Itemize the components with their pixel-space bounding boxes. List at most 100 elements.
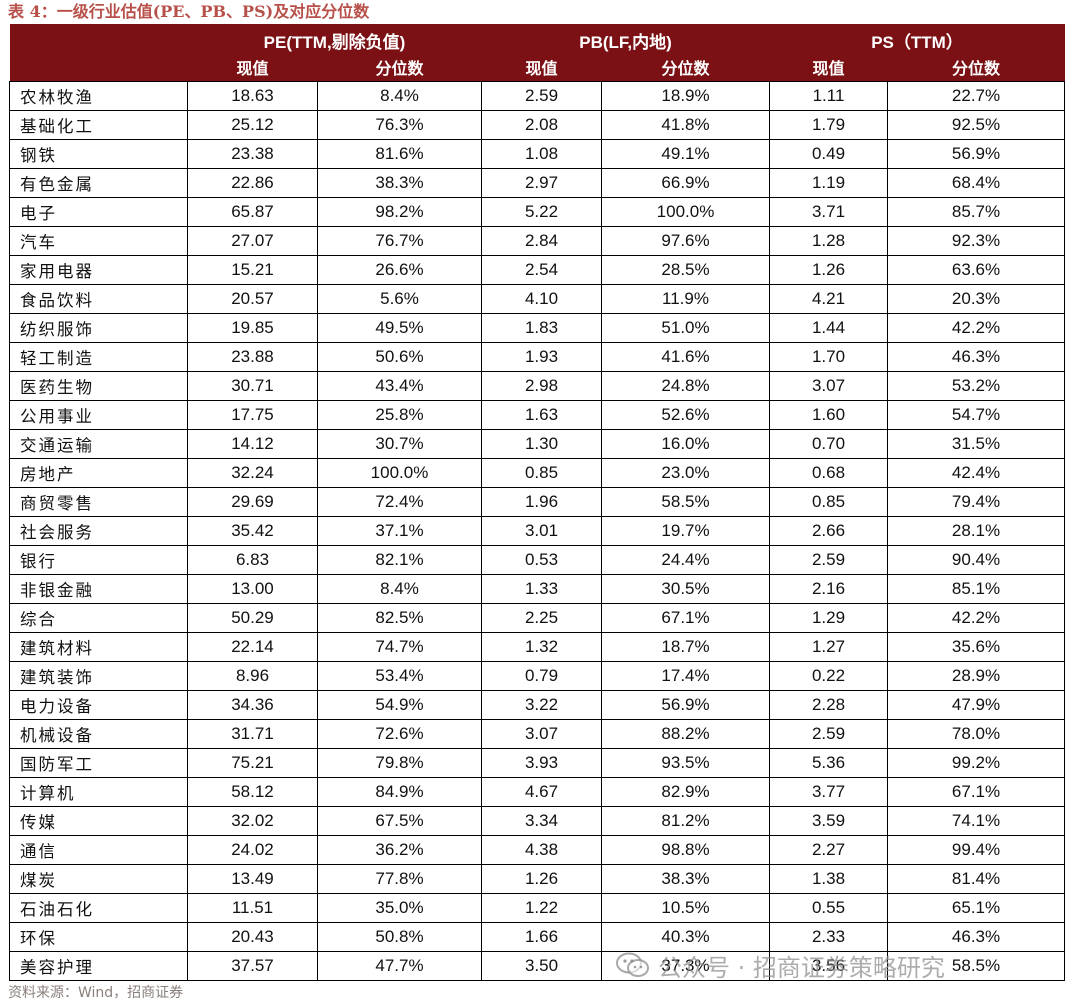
industry-cell: 医药生物 (9, 371, 188, 401)
header-pb-current: 现值 (481, 53, 602, 82)
value-cell: 5.36 (769, 748, 889, 778)
value-cell: 1.22 (481, 893, 602, 923)
value-cell: 82.9% (600, 777, 771, 807)
value-cell: 4.67 (481, 777, 602, 807)
value-cell: 2.33 (769, 922, 889, 952)
value-cell: 2.59 (769, 545, 889, 575)
industry-cell: 基础化工 (9, 110, 188, 140)
table-row: 社会服务 35.42 37.1% 3.01 19.7% 2.66 28.1% (9, 516, 1066, 546)
value-cell: 63.6% (887, 255, 1066, 285)
value-cell: 1.83 (481, 313, 602, 343)
value-cell: 82.1% (317, 545, 482, 575)
table-caption: 表 4：一级行业估值(PE、PB、PS)及对应分位数 (8, 2, 370, 21)
value-cell: 20.3% (887, 284, 1066, 314)
table-row: 煤炭 13.49 77.8% 1.26 38.3% 1.38 81.4% (9, 864, 1066, 894)
value-cell: 6.83 (187, 545, 318, 575)
header-pe: PE(TTM,剔除负值) (187, 24, 482, 53)
value-cell: 88.2% (600, 719, 771, 749)
value-cell: 3.34 (481, 806, 602, 836)
header-ps-current: 现值 (769, 53, 888, 82)
value-cell: 22.14 (187, 632, 318, 662)
value-cell: 84.9% (317, 777, 482, 807)
industry-cell: 社会服务 (9, 516, 188, 546)
value-cell: 10.5% (600, 893, 771, 923)
value-cell: 42.4% (887, 458, 1066, 488)
value-cell: 31.71 (187, 719, 318, 749)
value-cell: 98.8% (600, 835, 771, 865)
value-cell: 14.12 (187, 429, 318, 459)
value-cell: 0.49 (769, 139, 889, 169)
table-row: 医药生物 30.71 43.4% 2.98 24.8% 3.07 53.2% (9, 371, 1066, 401)
value-cell: 24.02 (187, 835, 318, 865)
value-cell: 18.9% (600, 81, 771, 111)
value-cell: 1.26 (481, 864, 602, 894)
value-cell: 90.4% (887, 545, 1066, 575)
industry-cell: 环保 (9, 922, 188, 952)
value-cell: 27.07 (187, 226, 318, 256)
value-cell: 26.6% (317, 255, 482, 285)
value-cell: 81.4% (887, 864, 1066, 894)
value-cell: 2.98 (481, 371, 602, 401)
value-cell: 2.16 (769, 574, 889, 604)
value-cell: 4.10 (481, 284, 602, 314)
header-ps-percentile: 分位数 (887, 53, 1065, 82)
value-cell: 3.77 (769, 777, 889, 807)
value-cell: 2.28 (769, 690, 889, 720)
value-cell: 35.42 (187, 516, 318, 546)
value-cell: 20.57 (187, 284, 318, 314)
table-row: 电力设备 34.36 54.9% 3.22 56.9% 2.28 47.9% (9, 690, 1066, 720)
value-cell: 0.79 (481, 661, 602, 691)
industry-cell: 综合 (9, 603, 188, 633)
table-row: 公用事业 17.75 25.8% 1.63 52.6% 1.60 54.7% (9, 400, 1066, 430)
table-row: 农林牧渔 18.63 8.4% 2.59 18.9% 1.11 22.7% (9, 81, 1066, 111)
value-cell: 1.11 (769, 81, 889, 111)
value-cell: 47.7% (317, 951, 482, 981)
value-cell: 37.57 (187, 951, 318, 981)
value-cell: 3.71 (769, 197, 889, 227)
value-cell: 65.1% (887, 893, 1066, 923)
value-cell: 8.4% (317, 81, 482, 111)
value-cell: 13.00 (187, 574, 318, 604)
value-cell: 30.5% (600, 574, 771, 604)
table-row: 轻工制造 23.88 50.6% 1.93 41.6% 1.70 46.3% (9, 342, 1066, 372)
value-cell: 37.1% (317, 516, 482, 546)
value-cell: 2.66 (769, 516, 889, 546)
value-cell: 19.85 (187, 313, 318, 343)
industry-cell: 电子 (9, 197, 188, 227)
industry-cell: 机械设备 (9, 719, 188, 749)
value-cell: 2.25 (481, 603, 602, 633)
value-cell: 65.87 (187, 197, 318, 227)
industry-cell: 钢铁 (9, 139, 188, 169)
table-body: 农林牧渔 18.63 8.4% 2.59 18.9% 1.11 22.7% 基础化工 25.12… (9, 81, 1066, 981)
value-cell: 1.08 (481, 139, 602, 169)
value-cell: 17.4% (600, 661, 771, 691)
industry-cell: 家用电器 (9, 255, 188, 285)
value-cell: 0.85 (481, 458, 602, 488)
value-cell: 49.1% (600, 139, 771, 169)
industry-cell: 房地产 (9, 458, 188, 488)
value-cell: 79.4% (887, 487, 1066, 517)
industry-cell: 建筑装饰 (9, 661, 188, 691)
industry-cell: 非银金融 (9, 574, 188, 604)
value-cell: 3.56 (769, 951, 889, 981)
value-cell: 67.1% (887, 777, 1066, 807)
value-cell: 40.3% (600, 922, 771, 952)
value-cell: 1.38 (769, 864, 889, 894)
value-cell: 2.84 (481, 226, 602, 256)
value-cell: 58.12 (187, 777, 318, 807)
value-cell: 3.59 (769, 806, 889, 836)
header-pe-percentile: 分位数 (317, 53, 482, 82)
value-cell: 78.0% (887, 719, 1066, 749)
value-cell: 4.38 (481, 835, 602, 865)
value-cell: 32.02 (187, 806, 318, 836)
value-cell: 1.19 (769, 168, 889, 198)
value-cell: 3.01 (481, 516, 602, 546)
industry-cell: 轻工制造 (9, 342, 188, 372)
table-row: 食品饮料 20.57 5.6% 4.10 11.9% 4.21 20.3% (9, 284, 1066, 314)
value-cell: 13.49 (187, 864, 318, 894)
table-row: 机械设备 31.71 72.6% 3.07 88.2% 2.59 78.0% (9, 719, 1066, 749)
value-cell: 81.6% (317, 139, 482, 169)
table-row: 有色金属 22.86 38.3% 2.97 66.9% 1.19 68.4% (9, 168, 1066, 198)
value-cell: 34.36 (187, 690, 318, 720)
value-cell: 75.21 (187, 748, 318, 778)
